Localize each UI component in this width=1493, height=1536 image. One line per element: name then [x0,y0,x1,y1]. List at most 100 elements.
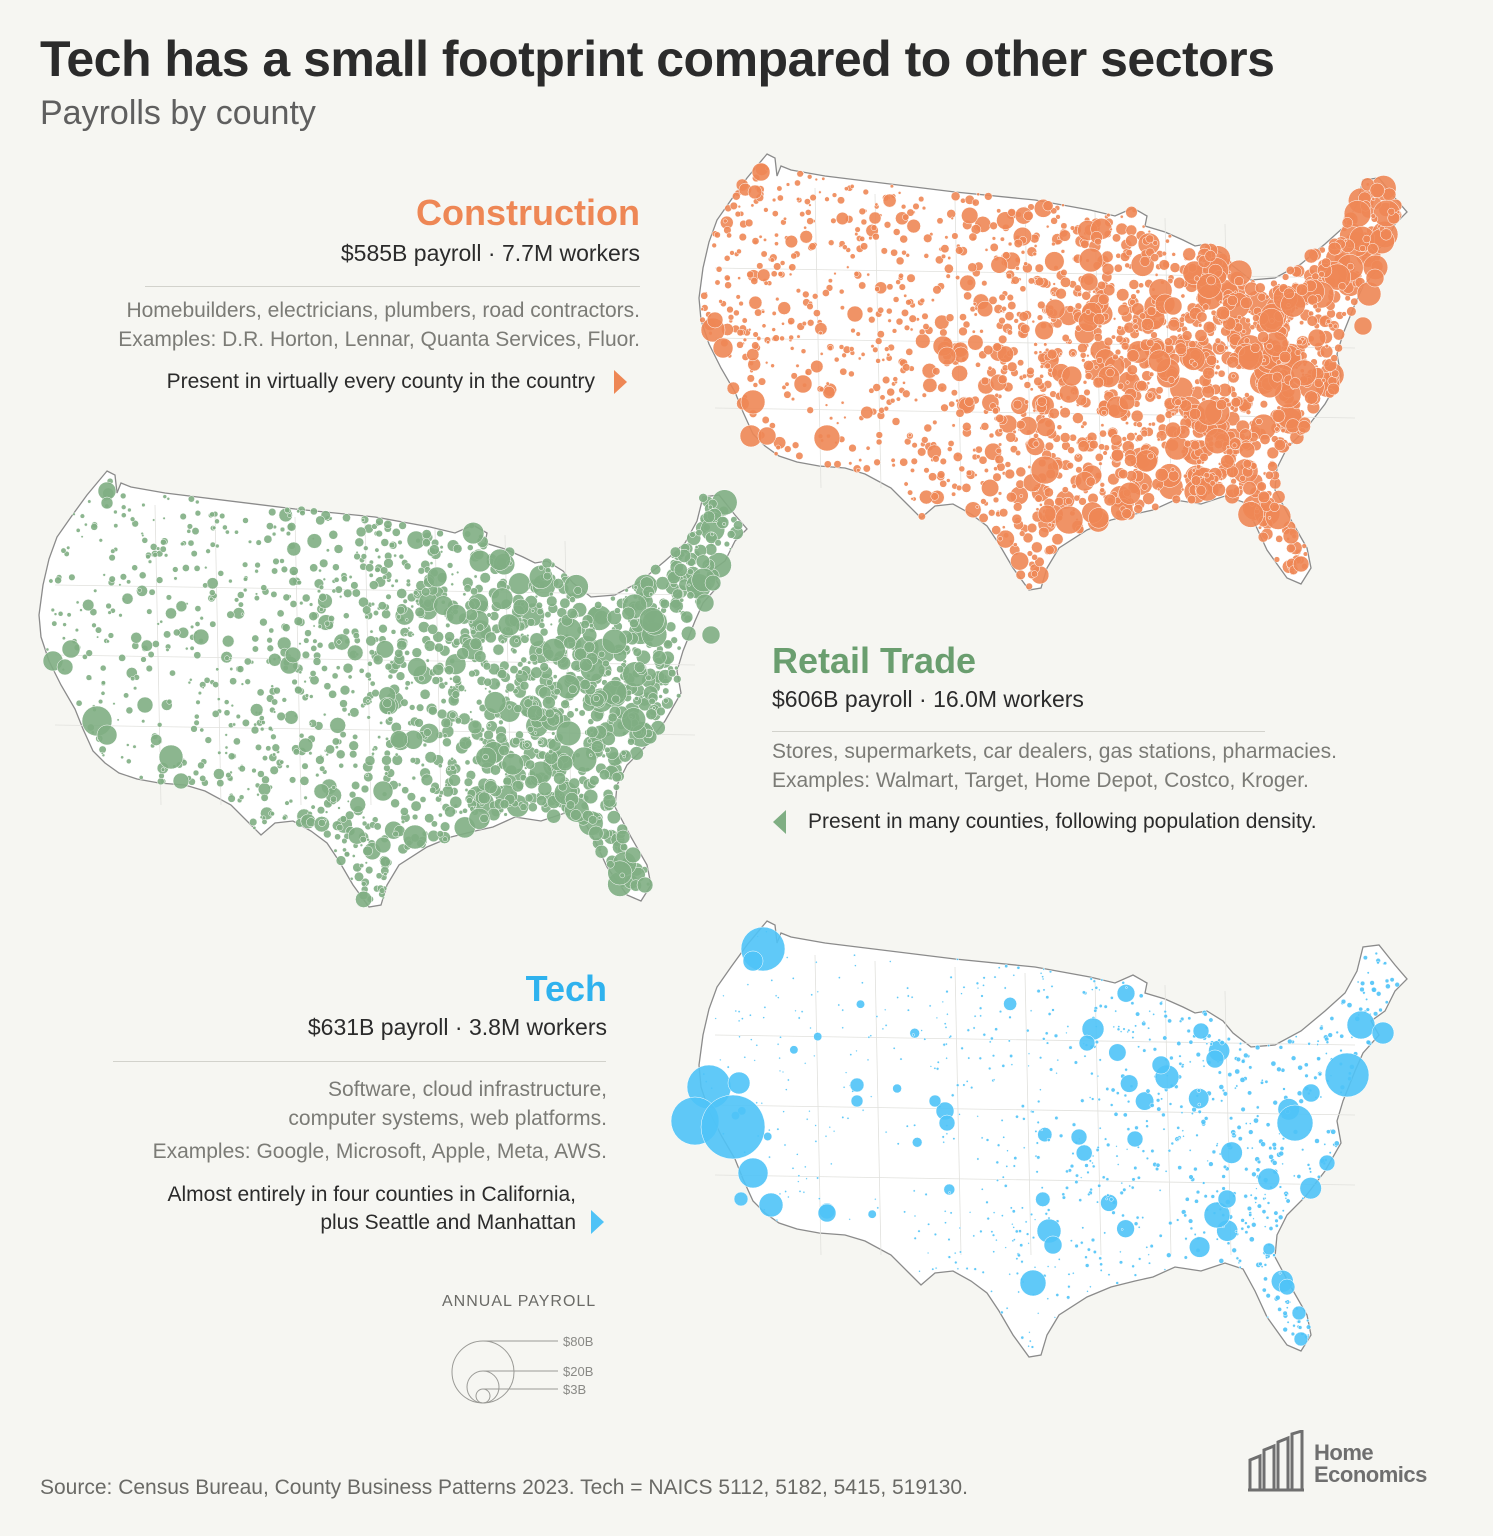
construction-county-bubble [1344,295,1351,302]
retail-county-bubble [211,525,217,530]
tech-county-bubble [1145,1156,1149,1160]
tech-county-bubble [926,1251,930,1255]
retail-county-bubble [479,572,491,584]
tech-county-bubble [1069,1239,1073,1243]
construction-county-bubble [1216,343,1226,353]
tech-county-bubble [1141,1149,1146,1153]
tech-county-bubble [982,976,986,980]
tech-county-bubble [1255,1105,1260,1110]
tech-description-line-1: Software, cloud infrastructure, [328,1078,607,1101]
construction-county-bubble [790,252,798,260]
construction-county-bubble [1244,392,1250,398]
retail-county-bubble [141,502,146,508]
retail-county-bubble [190,725,198,733]
retail-county-bubble [371,689,380,698]
tech-county-bubble [911,1033,915,1037]
construction-county-bubble [1023,399,1029,405]
retail-county-bubble [438,790,445,796]
retail-county-bubble [390,583,395,588]
tech-county-bubble [881,1027,885,1031]
tech-county-bubble [928,1094,942,1108]
retail-county-bubble [192,769,200,777]
retail-county-bubble [418,674,425,682]
retail-county-bubble [308,722,313,726]
tech-county-bubble [990,1290,993,1293]
tech-county-bubble [979,1014,982,1018]
tech-county-bubble [1089,1285,1092,1289]
construction-county-bubble [1103,493,1117,507]
construction-county-bubble [992,472,1002,482]
retail-county-bubble [429,561,434,565]
construction-county-bubble [959,274,977,292]
tech-county-bubble [1017,1290,1020,1294]
tech-county-bubble [944,1026,948,1029]
construction-county-bubble [1173,276,1186,290]
construction-county-bubble [1086,354,1090,358]
tech-county-bubble [1022,1117,1026,1121]
tech-county-bubble [1039,1056,1043,1060]
retail-county-bubble [289,776,297,784]
retail-county-bubble [469,710,473,714]
construction-description: Homebuilders, electricians, plumbers, ro… [40,296,640,354]
construction-county-bubble [812,293,819,300]
tech-county-bubble [1272,1100,1278,1106]
retail-county-bubble [483,780,498,794]
tech-county-bubble [1118,1260,1124,1265]
retail-county-bubble [329,717,346,734]
retail-county-bubble [284,506,291,514]
tech-county-bubble [1035,1170,1039,1174]
retail-county-bubble [334,745,339,750]
tech-county-bubble [1281,1209,1285,1213]
retail-county-bubble [476,623,485,632]
retail-county-bubble [116,718,120,722]
tech-county-bubble [1048,970,1053,974]
tech-county-bubble [967,1056,971,1060]
retail-county-bubble [421,587,431,597]
tech-county-bubble [1004,1246,1007,1249]
construction-county-bubble [823,460,832,469]
retail-county-bubble [462,522,485,545]
construction-county-bubble [976,192,981,197]
retail-county-bubble [374,547,380,553]
retail-county-bubble [411,775,417,781]
construction-county-bubble [890,457,896,463]
tech-county-bubble [1359,986,1365,993]
construction-county-bubble [735,294,741,300]
retail-county-bubble [589,623,594,629]
retail-county-bubble [364,861,368,865]
page-title: Tech has a small footprint compared to o… [40,31,1275,87]
tech-county-bubble [797,1180,800,1183]
retail-county-bubble [468,597,481,610]
retail-county-bubble [473,574,478,579]
retail-county-bubble [224,745,229,750]
tech-county-bubble [1091,1161,1094,1165]
tech-county-bubble [1260,1080,1264,1085]
retail-county-bubble [451,690,460,699]
tech-county-bubble [1119,1250,1122,1254]
construction-county-bubble [1197,323,1203,328]
retail-county-bubble [536,795,548,807]
retail-county-bubble [66,545,71,550]
tech-county-bubble [1189,1236,1211,1258]
construction-county-bubble [1112,233,1121,243]
tech-county-bubble [1167,1018,1172,1024]
retail-county-bubble [234,597,240,603]
construction-county-bubble [1112,353,1119,361]
construction-county-bubble [1102,450,1108,456]
tech-county-bubble [1148,1261,1151,1265]
retail-county-bubble [281,697,287,703]
construction-county-bubble [1302,551,1309,557]
construction-county-bubble [999,508,1009,518]
tech-county-bubble [1163,1009,1167,1014]
tech-county-bubble [1227,1072,1233,1078]
tech-county-bubble [1116,1163,1120,1166]
retail-county-bubble [598,650,606,658]
construction-county-bubble [989,221,998,230]
tech-county-bubble [1106,1142,1111,1148]
construction-county-bubble [1196,458,1203,465]
retail-county-bubble [380,566,389,575]
tech-county-bubble [906,1008,910,1012]
construction-divider [145,286,640,287]
retail-county-bubble [286,522,297,532]
tech-county-bubble [1036,989,1041,994]
